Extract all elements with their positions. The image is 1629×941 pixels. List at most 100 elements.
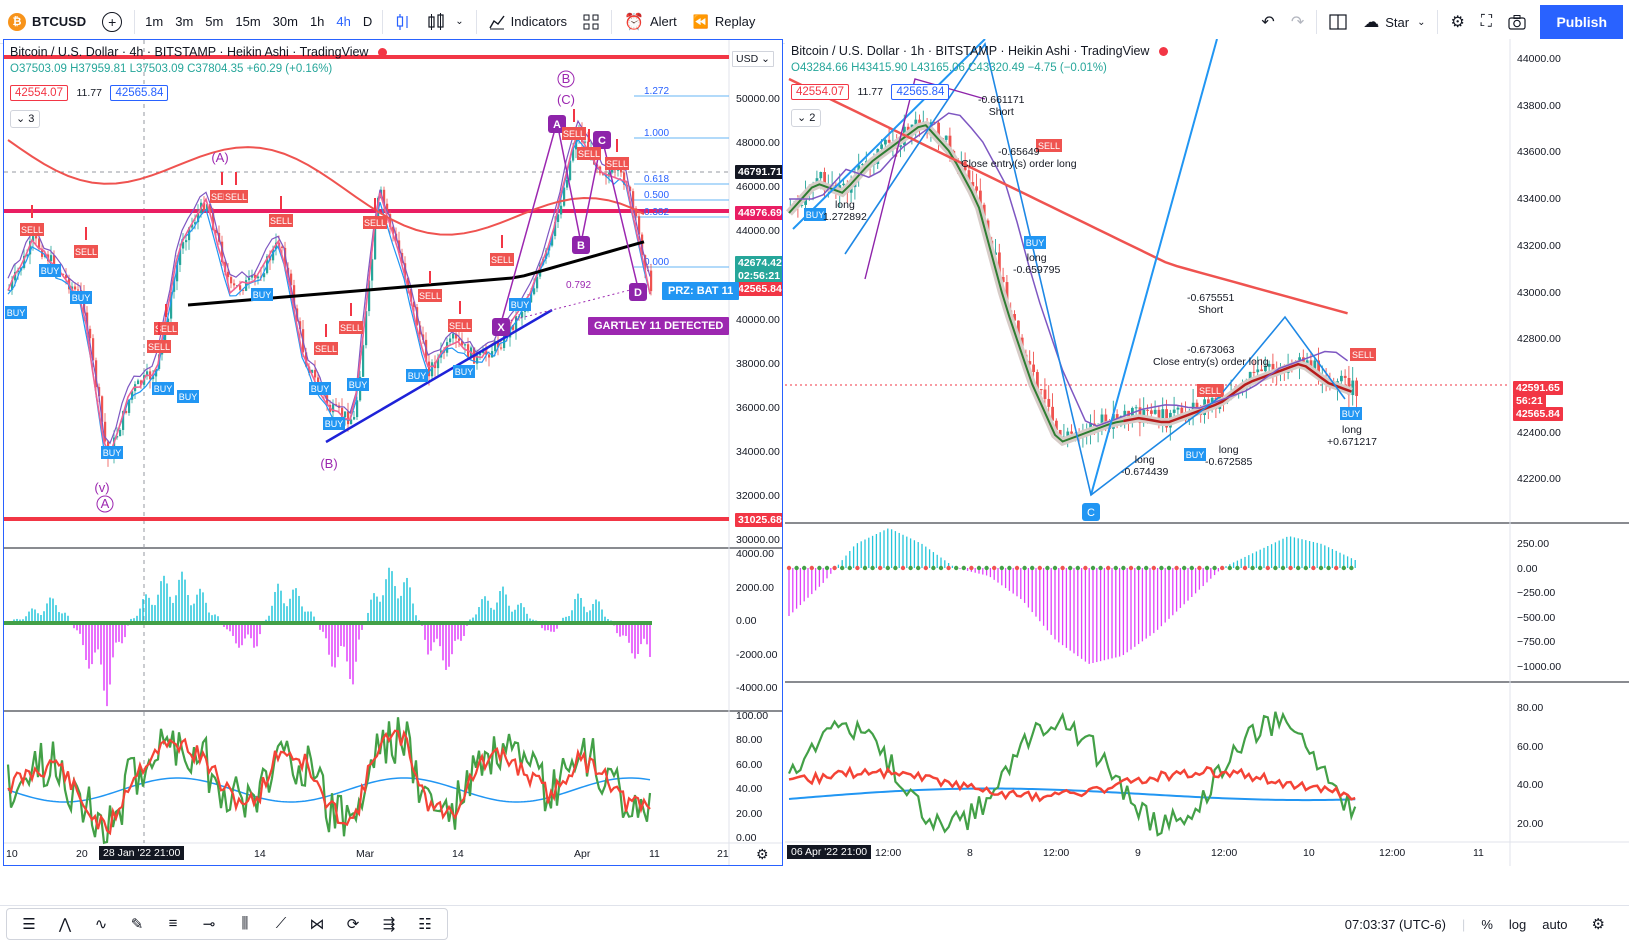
line-tool[interactable]: ⟋ xyxy=(263,909,299,939)
clock[interactable]: 07:03:37 (UTC-6) xyxy=(1344,916,1446,932)
auto-scale-toggle[interactable]: auto xyxy=(1542,916,1568,932)
timeframe-D[interactable]: D xyxy=(362,14,373,29)
right-chart-canvas[interactable]: C SELL SELL SELL BUY BUY BUY BUY xyxy=(785,39,1629,866)
candle xyxy=(299,321,302,330)
sell-signal-text: SELL xyxy=(563,129,585,139)
candle xyxy=(50,255,53,262)
candle xyxy=(1343,375,1347,378)
oscillator-dot xyxy=(999,565,1004,571)
annotation-value: -0.661171 xyxy=(978,94,1025,106)
spread: 11.77 xyxy=(76,87,102,99)
last-price-tag: 42591.65 xyxy=(1513,381,1563,395)
candle xyxy=(551,236,554,246)
candle xyxy=(215,229,218,233)
indicator-collapse-button[interactable]: ⌄ 2 xyxy=(791,109,822,127)
bar-style-button[interactable]: ⌄ xyxy=(419,0,471,44)
compare-symbol-button[interactable]: + xyxy=(94,0,130,44)
templates-button[interactable] xyxy=(575,0,607,44)
left-chart-canvas[interactable]: 1.272 1.000 0.618 0.500 0.382 0.000 X A B C D 0.792… xyxy=(4,40,783,866)
timeframe-1h[interactable]: 1h xyxy=(309,14,325,29)
hline-tool[interactable]: ⊸ xyxy=(191,909,227,939)
gear-icon[interactable]: ⚙ xyxy=(756,846,769,862)
percent-scale-toggle[interactable]: % xyxy=(1481,916,1493,932)
fib-tool[interactable]: ≡ xyxy=(155,909,191,939)
sell-signal xyxy=(490,253,514,266)
oscillator-dot xyxy=(908,565,913,571)
symbol-search[interactable]: ₿ BTCUSD xyxy=(0,0,94,44)
fullscreen-button[interactable]: ⛶ xyxy=(1473,0,1500,44)
bottom-right-controls: 07:03:37 (UTC-6) | % log auto ⚙ xyxy=(1337,906,1621,941)
buy-signal-text: BUY xyxy=(72,293,91,303)
save-layout-button[interactable]: ☁ Star ⌄ xyxy=(1355,0,1433,44)
candle xyxy=(1305,360,1309,364)
indicator-collapse-button[interactable]: ⌄ 3 xyxy=(10,110,41,128)
timeframe-4h[interactable]: 4h xyxy=(336,14,351,29)
candle xyxy=(994,252,997,255)
pattern-tool[interactable]: ⋈ xyxy=(299,909,335,939)
redo-button[interactable]: ↷ xyxy=(1283,0,1312,44)
time-tick: 12:00 xyxy=(1211,847,1238,859)
candle xyxy=(389,214,392,227)
buy-signal xyxy=(152,382,174,395)
object-tree-tool[interactable]: ☷ xyxy=(407,909,443,939)
replay-label: Replay xyxy=(714,14,756,29)
right-ohlc-values: O43284.66 H43415.90 L43165.06 C43320.49 … xyxy=(791,62,1107,74)
timeframe-15m[interactable]: 15m xyxy=(235,14,261,29)
buy-signal-text: BUY xyxy=(7,308,26,318)
settings-button[interactable]: ⚙ xyxy=(1576,915,1621,933)
settings-button[interactable]: ⚙ xyxy=(1442,0,1472,44)
wave-tool[interactable]: ∿ xyxy=(83,909,119,939)
candle xyxy=(332,404,335,413)
trend-tool[interactable]: ⋀ xyxy=(47,909,83,939)
currency-button[interactable]: USD ⌄ xyxy=(732,51,774,67)
candle xyxy=(92,338,95,361)
annotation-value: -0.65649 xyxy=(998,146,1040,158)
buy-price[interactable]: 42565.84 xyxy=(110,85,169,101)
indicators-button[interactable]: Indicators xyxy=(481,0,575,44)
oscillator-dot xyxy=(1113,565,1118,571)
timeframe-3m[interactable]: 3m xyxy=(175,14,194,29)
candle xyxy=(185,240,188,243)
annotation-text: -0.672585 xyxy=(1205,456,1253,468)
timeframe-5m[interactable]: 5m xyxy=(205,14,224,29)
candle xyxy=(1066,431,1070,437)
brush-tool[interactable]: ⟳ xyxy=(335,909,371,939)
oscillator-dot xyxy=(1030,565,1035,571)
log-scale-toggle[interactable]: log xyxy=(1508,916,1527,932)
timeframe-30m[interactable]: 30m xyxy=(272,14,298,29)
candle xyxy=(449,338,452,343)
candle xyxy=(1070,431,1073,434)
alarm-clock-icon: ⏰ xyxy=(624,13,644,31)
snapshot-button[interactable] xyxy=(1500,0,1534,44)
oscillator-dot xyxy=(984,565,989,571)
undo-button[interactable]: ↶ xyxy=(1253,0,1282,44)
layout-button[interactable] xyxy=(1321,0,1355,44)
buy-signal xyxy=(347,378,369,391)
sell-price[interactable]: 42554.07 xyxy=(10,85,68,101)
publish-button[interactable]: Publish xyxy=(1540,5,1623,39)
chart-type-button[interactable] xyxy=(387,0,419,44)
bars-tool[interactable]: ⫼ xyxy=(227,909,263,939)
buy-signal-text: BUY xyxy=(806,210,825,220)
right-chart[interactable]: C SELL SELL SELL BUY BUY BUY BUY Bitcoin / U.S.… xyxy=(785,39,1629,866)
alert-button[interactable]: ⏰ Alert xyxy=(616,0,685,44)
pen-tool[interactable]: ✎ xyxy=(119,909,155,939)
oscillator-dot xyxy=(1151,565,1156,571)
menu-button[interactable]: ☰ xyxy=(11,909,47,939)
replay-button[interactable]: ⏪ Replay xyxy=(685,0,764,44)
candle xyxy=(1146,409,1149,411)
candle xyxy=(500,347,503,349)
ask-price-tag: 42565.84 xyxy=(735,282,782,296)
sell-price[interactable]: 42554.07 xyxy=(791,84,849,100)
oscillator-dot xyxy=(1037,565,1042,571)
left-chart[interactable]: 1.272 1.000 0.618 0.500 0.382 0.000 X A B C D 0.792… xyxy=(3,39,783,866)
timeframe-1m[interactable]: 1m xyxy=(145,14,164,29)
candle xyxy=(221,241,224,263)
measure-tool[interactable]: ⇶ xyxy=(371,909,407,939)
buy-price[interactable]: 42565.84 xyxy=(891,84,950,100)
market-closed-icon xyxy=(377,48,387,58)
price-tick: 32000.00 xyxy=(736,489,780,502)
candle xyxy=(152,376,155,380)
candle xyxy=(1157,409,1161,424)
sell-signal xyxy=(448,319,472,332)
